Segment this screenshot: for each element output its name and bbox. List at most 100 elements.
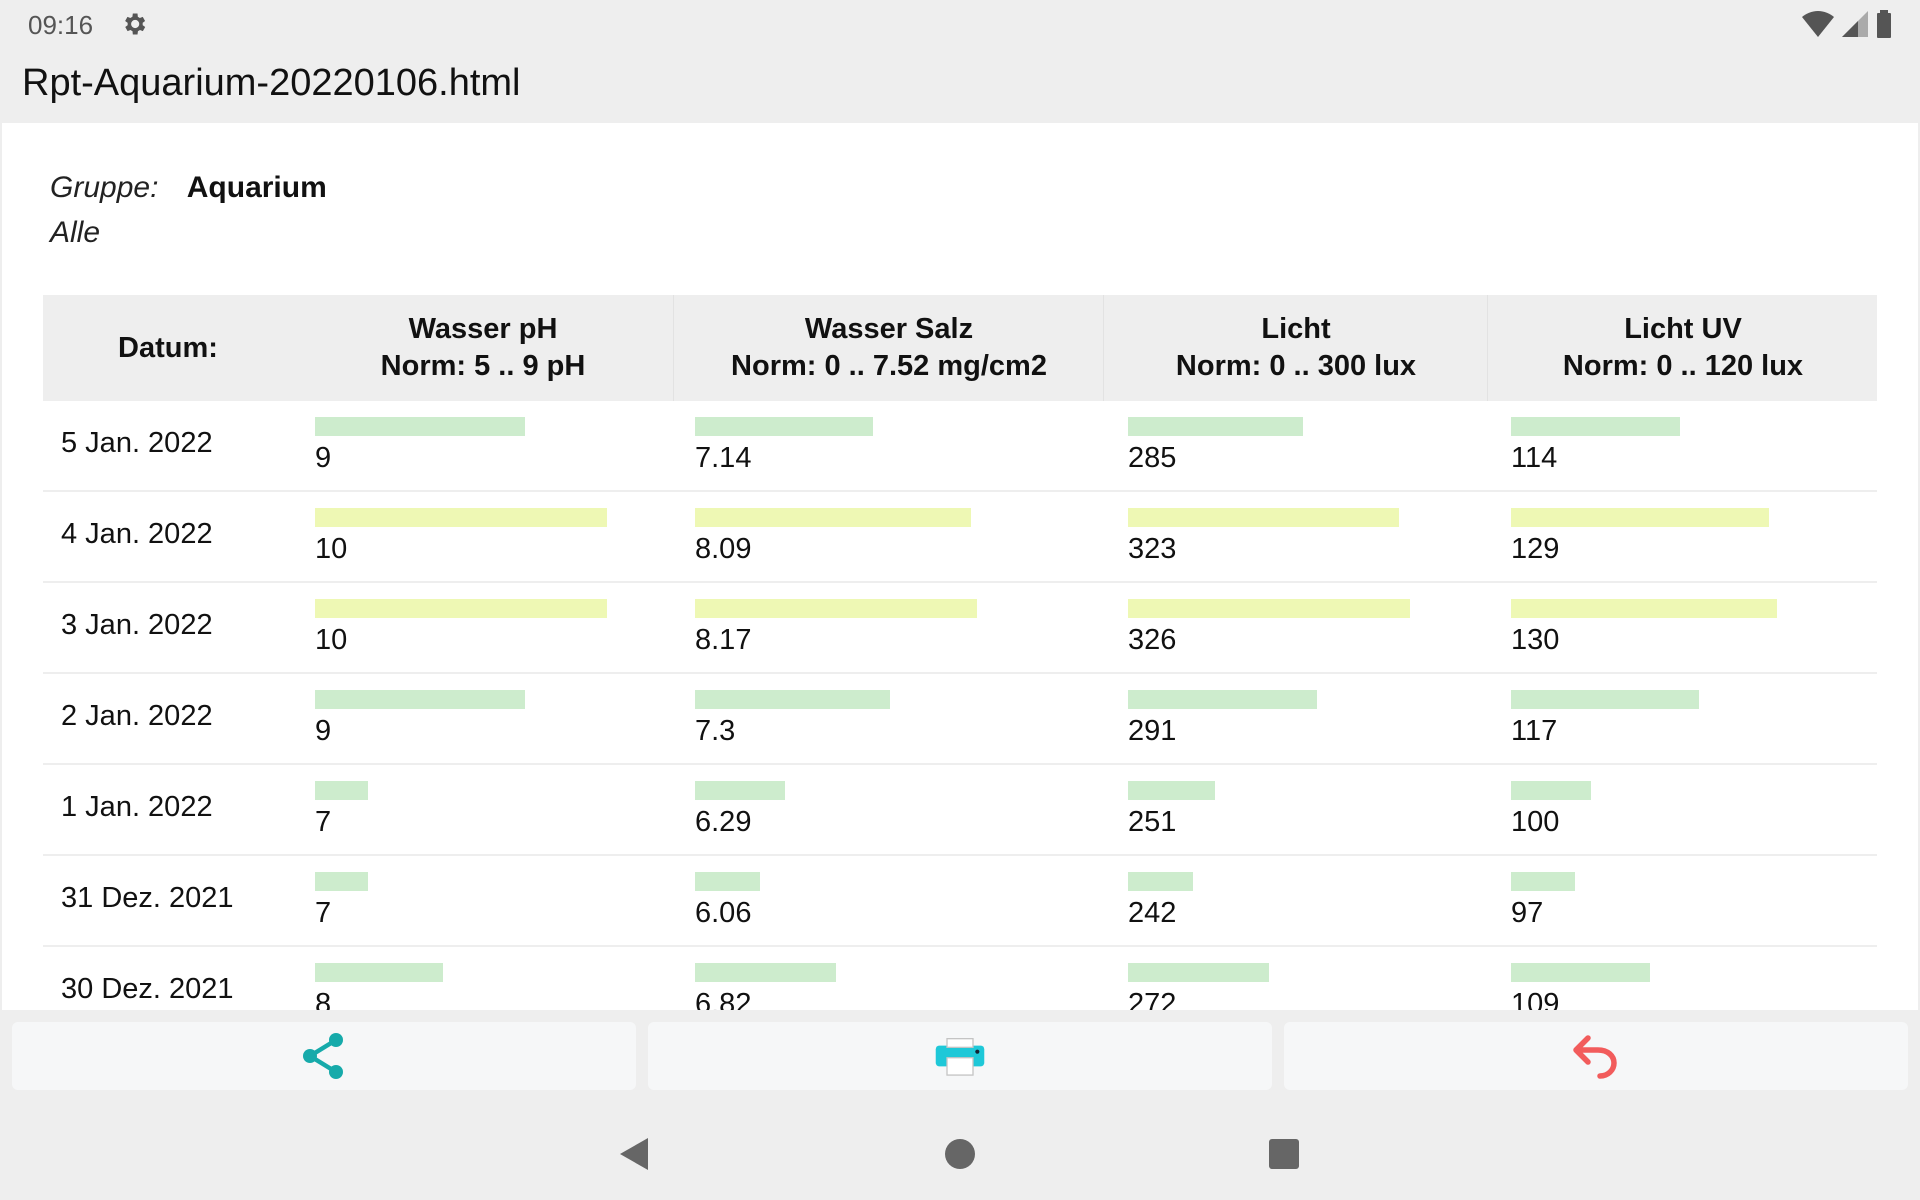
table-header: Datum: Wasser pH Norm: 5 .. 9 pH Wasser … [43, 295, 1877, 401]
value-cell: 9 [315, 417, 525, 475]
table-row: 4 Jan. 2022 10 8.09 323 129 [43, 492, 1877, 583]
share-button[interactable] [12, 1022, 636, 1090]
value-number: 8 [315, 988, 332, 1010]
value-cell: 8.17 [695, 599, 977, 657]
value-bar [695, 417, 873, 436]
value-cell: 6.29 [695, 781, 785, 839]
value-bar [1511, 599, 1777, 618]
value-number: 326 [1128, 624, 1177, 656]
value-bar [695, 599, 977, 618]
value-bar [1511, 963, 1650, 982]
table-row: 3 Jan. 2022 10 8.17 326 130 [43, 583, 1877, 674]
value-bar [1128, 599, 1410, 618]
share-icon [303, 1033, 343, 1079]
system-nav-bar [0, 1110, 1920, 1200]
value-number: 129 [1511, 533, 1560, 565]
value-bar [315, 417, 525, 436]
nav-recents-icon[interactable] [1267, 1134, 1299, 1174]
header-date: Datum: [118, 331, 218, 364]
value-number: 100 [1511, 806, 1560, 838]
value-number: 242 [1128, 897, 1177, 929]
value-cell: 285 [1128, 417, 1303, 475]
value-cell: 7 [315, 781, 368, 839]
value-number: 97 [1511, 897, 1544, 929]
nav-back-icon[interactable] [618, 1134, 650, 1174]
value-bar [695, 963, 836, 982]
row-date: 3 Jan. 2022 [61, 609, 213, 641]
value-bar [1128, 963, 1269, 982]
row-date: 2 Jan. 2022 [61, 700, 213, 732]
value-cell: 6.06 [695, 872, 760, 930]
value-bar [1511, 781, 1591, 800]
table-row: 5 Jan. 2022 9 7.14 285 114 [43, 401, 1877, 492]
value-cell: 291 [1128, 690, 1317, 748]
header-light: Licht Norm: 0 .. 300 lux [1103, 295, 1488, 401]
value-cell: 9 [315, 690, 525, 748]
value-bar [1511, 872, 1575, 891]
value-number: 10 [315, 624, 348, 656]
group-label: Gruppe: [50, 171, 159, 204]
value-number: 8.17 [695, 624, 752, 656]
table-row: 31 Dez. 2021 7 6.06 242 97 [43, 856, 1877, 947]
value-number: 9 [315, 715, 332, 747]
value-number: 7.14 [695, 442, 752, 474]
print-button[interactable] [648, 1022, 1272, 1090]
value-bar [695, 690, 890, 709]
battery-icon [1877, 10, 1891, 38]
header-uv: Licht UV Norm: 0 .. 120 lux [1487, 295, 1878, 401]
value-number: 6.06 [695, 897, 752, 929]
nav-home-icon[interactable] [942, 1134, 978, 1174]
filter-label: Alle [50, 216, 101, 249]
report-view[interactable]: Gruppe: Aquarium Alle Datum: Wasser pH N… [2, 123, 1918, 1010]
settings-gear-icon [125, 13, 146, 35]
value-number: 117 [1511, 715, 1558, 747]
system-icons [1802, 10, 1892, 38]
value-bar [1128, 781, 1215, 800]
value-number: 285 [1128, 442, 1177, 474]
value-bar [1128, 872, 1193, 891]
value-number: 7.3 [695, 715, 736, 747]
value-bar [315, 872, 368, 891]
value-number: 251 [1128, 806, 1177, 838]
row-date: 1 Jan. 2022 [61, 791, 213, 823]
row-date: 4 Jan. 2022 [61, 518, 213, 550]
value-bar [1128, 508, 1399, 527]
row-date: 30 Dez. 2021 [61, 973, 234, 1005]
page-title: Rpt-Aquarium-20220106.html [22, 62, 521, 104]
wifi-icon [1802, 11, 1834, 37]
value-cell: 114 [1511, 417, 1680, 475]
status-bar: 09:16 [0, 0, 1920, 50]
back-button[interactable] [1284, 1022, 1908, 1090]
value-number: 291 [1128, 715, 1177, 747]
value-number: 6.82 [695, 988, 752, 1010]
group-value: Aquarium [186, 171, 327, 204]
table-row: 1 Jan. 2022 7 6.29 251 100 [43, 765, 1877, 856]
table-row: 30 Dez. 2021 8 6.82 272 109 [43, 947, 1877, 1010]
value-bar [315, 508, 607, 527]
row-date: 5 Jan. 2022 [61, 427, 213, 459]
signal-icon [1842, 11, 1868, 37]
value-cell: 323 [1128, 508, 1399, 566]
value-number: 323 [1128, 533, 1177, 565]
value-cell: 130 [1511, 599, 1777, 657]
value-bar [1128, 690, 1317, 709]
value-cell: 8 [315, 963, 443, 1010]
value-bar [315, 781, 368, 800]
value-cell: 251 [1128, 781, 1215, 839]
value-cell: 7 [315, 872, 368, 930]
value-number: 8.09 [695, 533, 752, 565]
value-cell: 10 [315, 508, 607, 566]
header-ph: Wasser pH Norm: 5 .. 9 pH [380, 313, 586, 382]
value-bar [695, 508, 971, 527]
value-number: 7 [315, 897, 332, 929]
value-number: 9 [315, 442, 332, 474]
value-number: 114 [1511, 442, 1558, 474]
value-bar [315, 599, 607, 618]
value-cell: 100 [1511, 781, 1591, 839]
value-bar [1511, 417, 1680, 436]
value-bar [1511, 690, 1699, 709]
header-salt: Wasser Salz Norm: 0 .. 7.52 mg/cm2 [673, 295, 1104, 401]
value-number: 6.29 [695, 806, 752, 838]
value-cell: 7.14 [695, 417, 873, 475]
value-number: 7 [315, 806, 332, 838]
